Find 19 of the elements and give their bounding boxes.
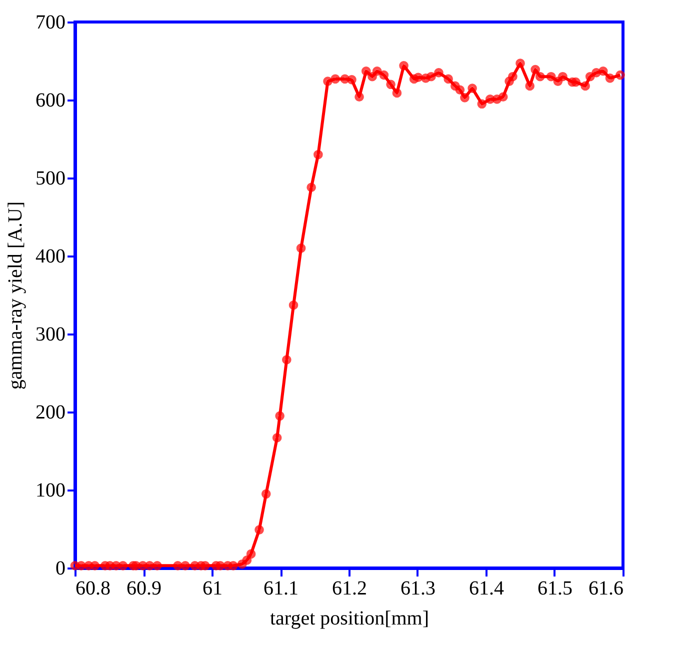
y-tick-label: 600: [36, 90, 66, 112]
x-tick-label: 60.8: [76, 578, 110, 600]
x-tick-label: 61.2: [332, 578, 367, 600]
y-tick-label: 300: [36, 324, 66, 346]
x-tick-label: 61: [202, 578, 222, 600]
y-axis-title: gamma-ray yield [A.U]: [4, 201, 26, 390]
y-tick-label: 200: [36, 402, 66, 424]
y-tick-label: 0: [56, 558, 66, 580]
x-tick-label: 61.1: [264, 578, 298, 600]
x-tick-label: 60.9: [126, 578, 162, 600]
x-tick-label: 61.3: [400, 578, 436, 600]
y-tick-label: 500: [36, 168, 66, 190]
y-tick-label: 100: [36, 480, 66, 502]
x-tick-label: 61.5: [538, 578, 572, 600]
y-tick-label: 700: [36, 12, 66, 34]
x-axis-title: target position[mm]: [270, 608, 430, 630]
y-tick-label: 400: [36, 246, 66, 268]
x-tick-label: 61.6: [588, 578, 624, 600]
x-tick-label: 61.4: [469, 578, 504, 600]
